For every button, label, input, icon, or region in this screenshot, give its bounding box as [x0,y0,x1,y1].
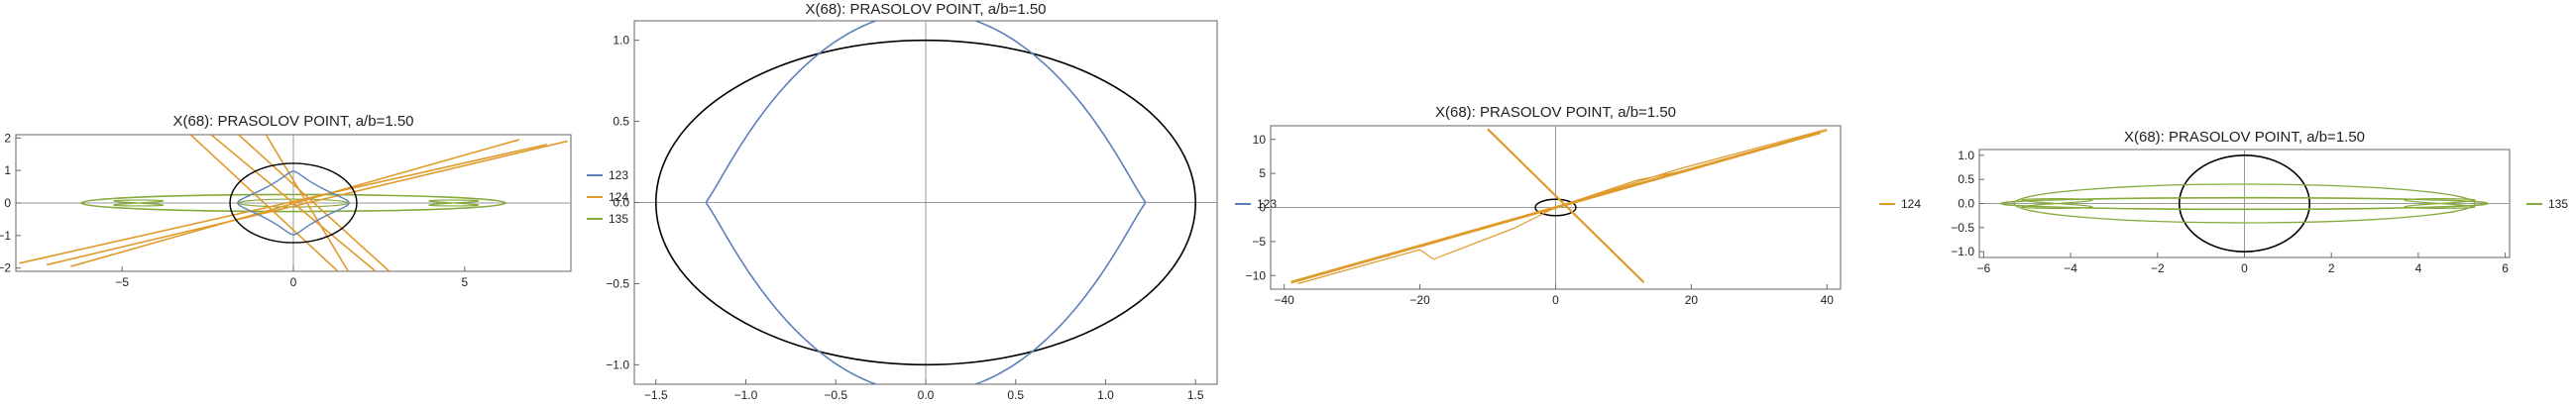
chart-title: X(68): PRASOLOV POINT, a/b=1.50 [2124,129,2365,146]
chart-title: X(68): PRASOLOV POINT, a/b=1.50 [805,1,1046,18]
y-tick-label: −10 [1246,268,1267,282]
x-tick-label: 0.0 [918,388,935,402]
curve-123 [237,170,350,236]
y-tick-label: 0 [4,196,11,210]
legend-label: 135 [609,212,628,226]
y-tick-label: −2 [0,261,11,275]
reference-ellipse [1534,198,1577,217]
chart-title: X(68): PRASOLOV POINT, a/b=1.50 [1435,104,1676,121]
legend-label: 124 [1901,197,1921,211]
y-tick-label: 0.0 [1958,197,1974,211]
y-tick-label: −1 [0,229,11,243]
x-tick-label: 5 [461,275,468,289]
y-tick-label: 1 [4,163,11,177]
x-tick-label: 40 [1821,293,1835,307]
x-tick-label: 1.5 [1187,388,1204,402]
curve-135 [2013,183,2476,224]
curve-135 [2000,196,2489,211]
x-tick-label: 6 [2502,261,2509,275]
curve-135-loop [428,199,480,207]
curve-124 [210,135,377,271]
legend-label: 135 [2548,197,2568,211]
y-tick-label: −5 [1252,235,1266,249]
y-tick-label: 0.5 [1958,172,1974,186]
y-tick-label: 0.0 [613,196,629,210]
x-tick-label: 0 [290,275,297,289]
x-tick-label: −20 [1409,293,1430,307]
y-tick-label: 1.0 [1958,149,1974,162]
x-tick-label: 0.5 [1007,388,1024,402]
y-tick-label: 2 [4,131,11,145]
plot-area [16,135,571,271]
x-tick-label: −2 [2151,261,2165,275]
y-tick-label: −0.5 [1951,221,1974,235]
x-tick-label: 0 [2241,261,2248,275]
curve-123 [705,21,1147,384]
curve-124 [1487,128,1645,283]
y-tick-label: −1.0 [606,357,629,371]
x-tick-label: −1.5 [644,388,668,402]
curve-135 [79,193,507,213]
curve-135-loop [113,199,165,207]
curve-135-loop [2021,198,2093,209]
x-tick-label: 0 [1552,293,1559,307]
chart-panel-1: X(68): PRASOLOV POINT, a/b=1.50 −5 0 5 −2 −1 0… [0,113,628,289]
chart-panel-4: X(68): PRASOLOV POINT, a/b=1.50 −6 −4 −2 0 2 4… [1951,129,2568,275]
legend-label: 124 [609,190,628,204]
curve-124 [265,135,349,271]
plot-area [634,21,1217,384]
x-tick-label: 2 [2328,261,2335,275]
reference-ellipse [654,39,1197,366]
reference-ellipse [2178,154,2311,253]
y-tick-label: 0 [1259,201,1266,215]
y-tick-label: 0.5 [613,115,629,129]
x-tick-label: −5 [115,275,129,289]
plot-area [1271,126,1841,289]
x-tick-label: −4 [2064,261,2077,275]
y-tick-label: −1.0 [1951,245,1974,258]
y-tick-label: 5 [1259,166,1266,180]
y-tick-label: −0.5 [606,276,629,290]
x-tick-label: −40 [1275,293,1295,307]
legend-label: 123 [609,168,628,182]
y-tick-label: 1.0 [613,34,629,48]
x-tick-label: −6 [1977,261,1991,275]
x-tick-label: 20 [1685,293,1699,307]
plot-area [1979,150,2510,257]
y-tick-label: 10 [1253,133,1267,147]
chart-panel-2: X(68): PRASOLOV POINT, a/b=1.50 −1.5 −1.0 −… [606,1,1277,402]
x-tick-label: −1.0 [734,388,758,402]
curve-135-loop [2404,198,2476,209]
curve-124 [19,144,547,264]
curve-124 [1419,128,1828,248]
chart-title: X(68): PRASOLOV POINT, a/b=1.50 [172,113,413,130]
x-tick-label: −0.5 [824,388,847,402]
curve-124 [238,135,391,271]
reference-ellipse [229,162,358,244]
curve-124 [1297,130,1828,285]
chart-panel-3: X(68): PRASOLOV POINT, a/b=1.50 −40 −20 0 20… [1246,104,1922,307]
x-tick-label: 1.0 [1097,388,1114,402]
x-tick-label: 4 [2415,261,2422,275]
curve-124 [189,135,339,271]
curve-124 [70,139,520,267]
